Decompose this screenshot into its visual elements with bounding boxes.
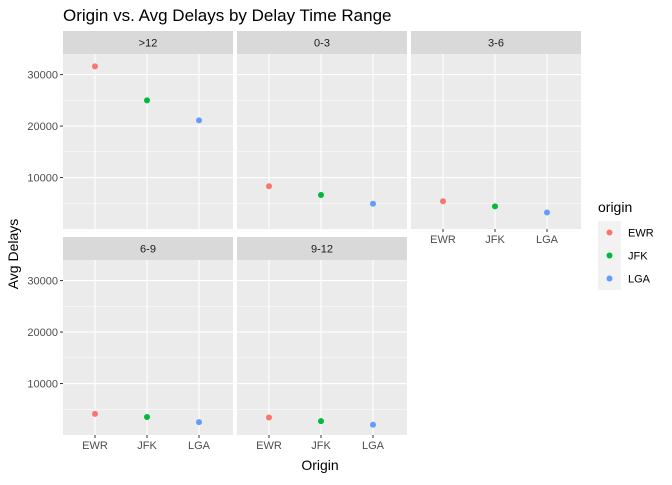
y-tick-label: 30000: [27, 276, 58, 288]
legend-label: EWR: [628, 228, 654, 240]
y-tick-label: 20000: [27, 121, 58, 133]
y-axis-title: Avg Delays: [5, 219, 21, 290]
panel-background: [63, 260, 233, 435]
x-tick-label: JFK: [485, 234, 505, 246]
facet-panel: 3-6: [411, 31, 581, 229]
x-tick-label: JFK: [311, 440, 331, 452]
data-point-ewr: [266, 414, 272, 421]
x-tick-label: EWR: [82, 440, 108, 452]
data-point-jfk: [318, 192, 324, 199]
facet-strip-label: 3-6: [488, 38, 504, 50]
panel-background: [237, 54, 407, 229]
x-axis-title: Origin: [301, 457, 338, 473]
legend-key-lga: [606, 275, 613, 282]
data-point-lga: [196, 117, 202, 124]
facet-panels: >12 0-3 3-6 6-9 9-12: [63, 31, 581, 435]
facet-strip-label: 9-12: [311, 244, 333, 256]
data-point-lga: [196, 419, 202, 426]
x-axis-ticks: EWR JFK LGA EWR JFK LGA EWR JFK LGA: [82, 229, 559, 452]
legend-entry: LGA: [598, 267, 651, 290]
data-point-lga: [544, 209, 550, 216]
x-tick-label: EWR: [430, 234, 456, 246]
y-tick-label: 30000: [27, 70, 58, 82]
x-tick-label: LGA: [536, 234, 559, 246]
facet-strip: [411, 31, 581, 54]
legend-title: origin: [598, 199, 632, 215]
panel-background: [63, 54, 233, 229]
facet-panel: 9-12: [237, 237, 407, 435]
y-tick-label: 20000: [27, 327, 58, 339]
y-tick-label: 10000: [27, 173, 58, 185]
x-tick-label: LGA: [362, 440, 385, 452]
chart-title: Origin vs. Avg Delays by Delay Time Rang…: [63, 6, 392, 25]
facet-strip: [237, 31, 407, 54]
legend-key-ewr: [606, 229, 613, 236]
facet-strip-label: 6-9: [140, 244, 156, 256]
data-point-jfk: [144, 413, 150, 420]
panel-background: [411, 54, 581, 229]
facet-strip: [63, 31, 233, 54]
data-point-lga: [370, 421, 376, 428]
x-tick-label: LGA: [188, 440, 211, 452]
data-point-ewr: [440, 198, 446, 205]
legend-key-jfk: [606, 252, 613, 259]
legend-entry: EWR: [598, 221, 654, 244]
x-tick-label: JFK: [137, 440, 157, 452]
y-tick-label: 10000: [27, 379, 58, 391]
legend-label: JFK: [628, 251, 648, 263]
legend-entries: EWR JFK LGA: [598, 221, 654, 290]
data-point-ewr: [92, 63, 98, 70]
data-point-ewr: [92, 410, 98, 417]
data-point-jfk: [492, 203, 498, 210]
x-tick-label: EWR: [256, 440, 282, 452]
facet-panel: >12: [63, 31, 233, 229]
facet-strip-label: >12: [139, 38, 158, 50]
facet-strip: [237, 237, 407, 260]
legend-label: LGA: [628, 274, 651, 286]
facet-panel: 0-3: [237, 31, 407, 229]
data-point-jfk: [318, 418, 324, 425]
data-point-lga: [370, 200, 376, 207]
facet-strip: [63, 237, 233, 260]
data-point-jfk: [144, 97, 150, 104]
facet-strip-label: 0-3: [314, 38, 330, 50]
legend-entry: JFK: [598, 244, 648, 267]
facet-panel: 6-9: [63, 237, 233, 435]
legend: origin EWR JFK LGA: [598, 199, 654, 290]
panel-background: [237, 260, 407, 435]
y-axis-ticks: 10000 20000 30000 10000 20000 30000: [27, 70, 63, 391]
data-point-ewr: [266, 183, 272, 190]
